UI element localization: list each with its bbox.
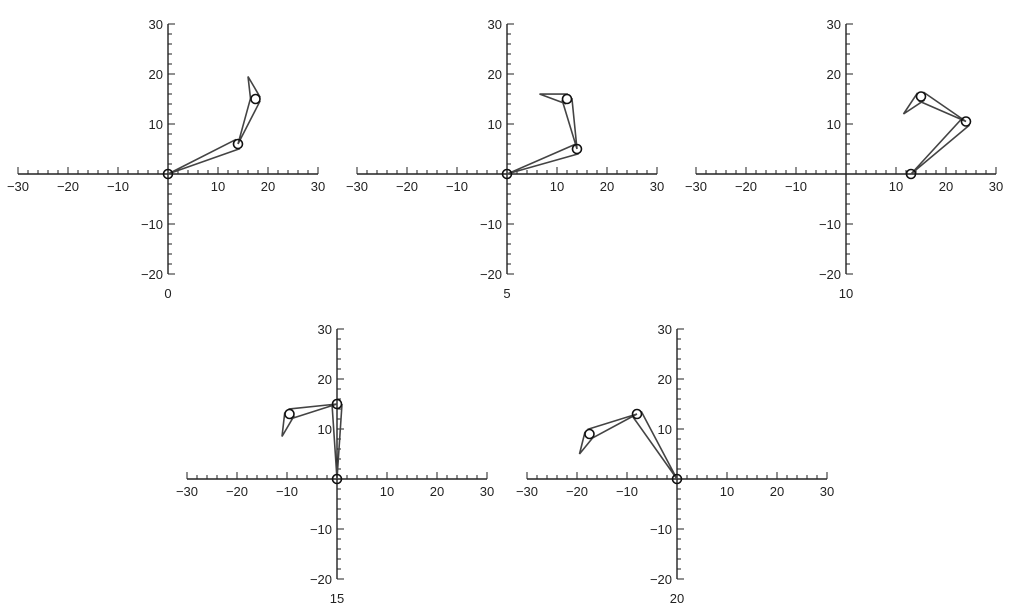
link-1 bbox=[331, 403, 343, 480]
x-tick-label: −30 bbox=[7, 179, 29, 194]
x-tick-label: −10 bbox=[446, 179, 468, 194]
y-tick-label: −20 bbox=[819, 267, 841, 282]
joint-0 bbox=[671, 473, 683, 485]
x-tick-label: −10 bbox=[616, 484, 638, 499]
joint-0 bbox=[162, 168, 174, 180]
x-tick-label: −10 bbox=[107, 179, 129, 194]
joint-2 bbox=[584, 428, 595, 440]
end-effector bbox=[578, 431, 595, 455]
y-tick-label: −20 bbox=[650, 572, 672, 587]
joint-2 bbox=[915, 91, 927, 102]
joint-1 bbox=[232, 138, 244, 150]
x-tick-label: 10 bbox=[720, 484, 734, 499]
y-tick-label: 30 bbox=[318, 322, 332, 337]
x-tick-label: −30 bbox=[516, 484, 538, 499]
x-tick-label: −10 bbox=[276, 484, 298, 499]
x-tick-label: 30 bbox=[480, 484, 494, 499]
joint-0 bbox=[501, 168, 513, 180]
frame-panel-10: −30 −20 −10 10 20 30 30 20 10 −10 −20 10 bbox=[685, 17, 1003, 301]
x-tick-label: 30 bbox=[650, 179, 664, 194]
joint-1 bbox=[571, 143, 583, 155]
frame-label: 5 bbox=[503, 286, 510, 301]
joint-1 bbox=[631, 408, 643, 420]
frame-label: 0 bbox=[164, 286, 171, 301]
end-effector bbox=[902, 92, 925, 115]
x-tick-label: 10 bbox=[211, 179, 225, 194]
joint-1 bbox=[331, 398, 343, 410]
y-tick-label: 10 bbox=[827, 117, 841, 132]
x-tick-label: −30 bbox=[346, 179, 368, 194]
link-2 bbox=[587, 413, 638, 440]
link-2 bbox=[237, 96, 261, 145]
end-effector bbox=[247, 76, 261, 101]
frame-panel-20: −30 −20 −10 10 20 30 30 20 10 −10 −20 20 bbox=[516, 322, 834, 606]
x-tick-label: 20 bbox=[939, 179, 953, 194]
x-tick-label: 30 bbox=[311, 179, 325, 194]
joint-2 bbox=[561, 93, 573, 105]
y-tick-label: 30 bbox=[149, 17, 163, 32]
link-1 bbox=[167, 138, 241, 175]
end-effector bbox=[539, 93, 568, 105]
x-tick-label: 30 bbox=[989, 179, 1003, 194]
x-tick-label: −20 bbox=[226, 484, 248, 499]
frame-panel-15: −30 −20 −10 10 20 30 30 20 10 −10 −20 15 bbox=[176, 322, 494, 606]
joint-0 bbox=[331, 473, 343, 485]
y-tick-label: −10 bbox=[819, 217, 841, 232]
y-tick-label: 10 bbox=[149, 117, 163, 132]
y-tick-label: 30 bbox=[827, 17, 841, 32]
x-tick-label: −20 bbox=[57, 179, 79, 194]
y-tick-label: 30 bbox=[488, 17, 502, 32]
y-tick-label: 10 bbox=[658, 422, 672, 437]
link-1 bbox=[632, 411, 678, 480]
y-tick-label: −20 bbox=[141, 267, 163, 282]
link-1 bbox=[506, 143, 579, 175]
x-tick-label: −20 bbox=[735, 179, 757, 194]
x-tick-label: 20 bbox=[600, 179, 614, 194]
x-tick-label: −30 bbox=[176, 484, 198, 499]
x-tick-label: 20 bbox=[770, 484, 784, 499]
x-tick-label: −30 bbox=[685, 179, 707, 194]
y-tick-label: 20 bbox=[658, 372, 672, 387]
y-tick-label: −20 bbox=[480, 267, 502, 282]
x-tick-label: 20 bbox=[430, 484, 444, 499]
y-tick-label: 20 bbox=[149, 67, 163, 82]
y-tick-label: 20 bbox=[488, 67, 502, 82]
y-tick-label: 20 bbox=[318, 372, 332, 387]
x-tick-label: 30 bbox=[820, 484, 834, 499]
end-effector bbox=[281, 412, 295, 437]
x-tick-label: −10 bbox=[785, 179, 807, 194]
y-tick-label: −20 bbox=[310, 572, 332, 587]
link-2 bbox=[918, 91, 967, 123]
joint-0 bbox=[905, 168, 917, 180]
y-tick-label: −10 bbox=[310, 522, 332, 537]
y-tick-label: 30 bbox=[658, 322, 672, 337]
x-tick-label: 10 bbox=[889, 179, 903, 194]
y-tick-label: 20 bbox=[827, 67, 841, 82]
y-tick-label: −10 bbox=[141, 217, 163, 232]
y-tick-label: 10 bbox=[318, 422, 332, 437]
y-tick-label: −10 bbox=[480, 217, 502, 232]
x-tick-label: 20 bbox=[261, 179, 275, 194]
link-2 bbox=[288, 403, 338, 420]
joint-1 bbox=[960, 116, 972, 127]
x-tick-label: 10 bbox=[550, 179, 564, 194]
frame-label: 10 bbox=[839, 286, 853, 301]
frame-label: 15 bbox=[330, 591, 344, 606]
y-tick-label: 10 bbox=[488, 117, 502, 132]
x-tick-label: −20 bbox=[396, 179, 418, 194]
link-2 bbox=[561, 97, 578, 150]
x-tick-label: 10 bbox=[380, 484, 394, 499]
joint-2 bbox=[284, 408, 295, 420]
frame-label: 20 bbox=[670, 591, 684, 606]
y-tick-label: −10 bbox=[650, 522, 672, 537]
joint-2 bbox=[250, 93, 261, 105]
x-tick-label: −20 bbox=[566, 484, 588, 499]
link-1 bbox=[910, 117, 970, 175]
